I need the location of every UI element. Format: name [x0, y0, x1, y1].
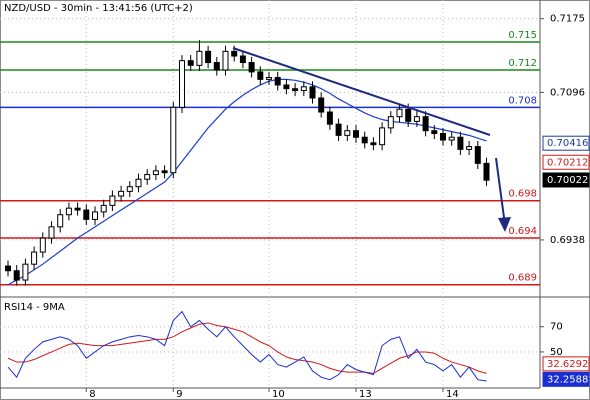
candle-body — [57, 214, 64, 228]
candle-body — [344, 130, 351, 136]
candle-body — [370, 142, 377, 146]
candle-body — [65, 207, 72, 216]
candle-body — [161, 170, 168, 174]
candle-body — [170, 106, 177, 174]
candle-body — [292, 88, 299, 92]
candle-body — [474, 146, 481, 164]
candle-body — [353, 130, 359, 138]
candle-body — [74, 207, 81, 211]
candle-body — [231, 50, 238, 57]
candle-body — [448, 136, 455, 141]
candle-body — [152, 170, 159, 176]
rsi-line — [7, 310, 487, 382]
candle-body — [361, 136, 368, 144]
candle-body — [205, 50, 212, 64]
candle-body — [239, 55, 246, 64]
candle-body — [187, 60, 194, 66]
price-tag-label: 0.70212 — [547, 157, 588, 168]
candle-body — [440, 132, 446, 141]
x-tick-label: 10 — [272, 389, 285, 400]
rsi-ma-line — [7, 322, 487, 374]
price-tag — [542, 154, 590, 170]
candle-body — [109, 195, 116, 206]
rsi-tag — [542, 371, 590, 387]
price-tag-label: 0.70022 — [547, 175, 588, 186]
candle-body — [466, 146, 473, 150]
candle-body — [457, 136, 464, 150]
x-tick-label: 14 — [446, 389, 459, 400]
candle-body — [5, 265, 11, 272]
candle-body — [379, 127, 386, 146]
level-label: 0.708 — [508, 95, 537, 106]
candle-body — [318, 97, 325, 113]
candle-body — [118, 190, 125, 197]
rsi-title: RSI14 - 9MA — [4, 302, 65, 313]
arrow-shaft — [495, 157, 506, 226]
price-tag — [542, 135, 590, 151]
candle-body — [396, 108, 403, 118]
trend-line — [232, 47, 491, 136]
arrow-head — [498, 217, 511, 232]
candle-body — [126, 186, 133, 192]
price-tag-label: 0.70416 — [547, 138, 588, 149]
rsi-y-tick-label: 50 — [550, 347, 563, 358]
candle-body — [22, 263, 29, 281]
rsi-tag-label: 32.6292 — [547, 359, 588, 370]
candle-body — [300, 86, 307, 92]
candle-body — [196, 50, 203, 66]
candle-body — [100, 204, 107, 213]
rsi-y-tick-label: 70 — [550, 322, 563, 333]
level-label: 0.694 — [508, 226, 537, 237]
candle-body — [483, 162, 490, 181]
candle-body — [413, 116, 420, 122]
candle-body — [248, 62, 255, 73]
moving-average — [7, 78, 487, 286]
chart-title: NZD/USD - 30min - 13:41:56 (UTC+2) — [4, 3, 193, 14]
candle-body — [135, 178, 142, 188]
candle-body — [387, 116, 394, 129]
candle-body — [405, 108, 412, 122]
candle-body — [179, 60, 185, 108]
x-tick-label: 9 — [176, 389, 182, 400]
candle-body — [431, 130, 438, 134]
candle-body — [213, 62, 220, 71]
candle-body — [422, 116, 429, 132]
candle-body — [257, 71, 264, 80]
x-tick-label: 8 — [89, 389, 95, 400]
rsi-tag — [542, 356, 590, 372]
candle-body — [39, 237, 46, 253]
candle-body — [31, 251, 38, 265]
candle-body — [92, 211, 98, 220]
candle-body — [326, 111, 333, 125]
candle-body — [48, 226, 55, 239]
level-label: 0.712 — [508, 58, 537, 69]
rsi-tag-label: 32.2588 — [547, 374, 588, 385]
y-tick-label: 0.6938 — [550, 235, 585, 246]
candle-body — [266, 76, 272, 80]
level-label: 0.698 — [508, 189, 537, 200]
candle-body — [144, 174, 151, 180]
candle-body — [283, 84, 290, 90]
level-label: 0.689 — [508, 273, 537, 284]
x-tick-label: 13 — [359, 389, 372, 400]
candle-body — [335, 123, 342, 136]
candle-body — [222, 50, 229, 71]
candle-body — [274, 76, 281, 86]
level-label: 0.715 — [508, 30, 537, 41]
y-tick-label: 0.7175 — [550, 14, 585, 25]
candle-body — [13, 270, 20, 281]
y-tick-label: 0.7096 — [550, 87, 585, 98]
candle-body — [309, 86, 316, 99]
price-tag — [542, 172, 590, 188]
candle-body — [83, 209, 90, 220]
